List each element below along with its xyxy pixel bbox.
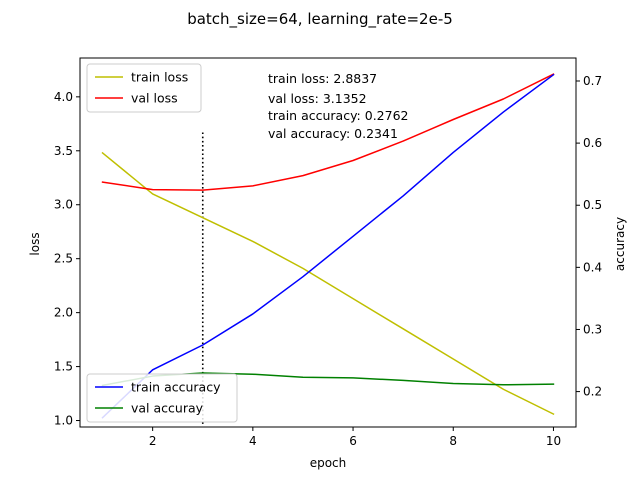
legend-accuracy: train accuracy val accuray <box>86 373 238 423</box>
y-right-tick-label: 0.7 <box>583 74 602 88</box>
series-line-train-loss <box>101 151 555 416</box>
y-right-tick-label: 0.2 <box>583 385 602 399</box>
y-right-tick-label: 0.5 <box>583 198 602 212</box>
y-left-tick-label: 3.0 <box>54 198 73 212</box>
metrics-annotation: train loss: 2.8837 val loss: 3.1352 trai… <box>268 71 408 141</box>
y-right-tick-label: 0.6 <box>583 136 602 150</box>
y-axis-right-label: accuracy <box>613 217 627 271</box>
plot-area: 2 4 6 8 10 1.0 1.5 2.0 2.5 3.0 3.5 4.0 0.2 0.3 0.4 0.5 0… <box>54 57 602 448</box>
y-right-tick-label: 0.3 <box>583 322 602 336</box>
series-line-val-loss <box>101 73 555 191</box>
legend-box <box>86 373 238 423</box>
annotation-line-val-loss: val loss: 3.1352 <box>268 91 367 106</box>
y-left-tick-label: 1.5 <box>54 360 73 374</box>
legend-label-val-loss: val loss <box>131 91 178 106</box>
x-tick-label: 4 <box>249 434 257 448</box>
y-left-tick-label: 2.0 <box>54 306 73 320</box>
annotation-line-train-accuracy: train accuracy: 0.2762 <box>268 108 408 123</box>
y-axis-left-label: loss <box>28 232 42 255</box>
legend-label-train-accuracy: train accuracy <box>131 380 221 395</box>
chart-title: batch_size=64, learning_rate=2e-5 <box>187 10 453 29</box>
y-left-tick-label: 1.0 <box>54 414 73 428</box>
y-right-tick-label: 0.4 <box>583 260 602 274</box>
legend-box <box>86 63 202 113</box>
legend-loss: train loss val loss <box>86 63 202 113</box>
series-line-train-accuracy <box>101 73 555 419</box>
annotation-line-val-accuracy: val accuracy: 0.2341 <box>268 126 398 141</box>
y-left-tick-label: 2.5 <box>54 252 73 266</box>
legend-label-val-accuray: val accuray <box>131 401 204 416</box>
x-axis-label: epoch <box>310 456 347 470</box>
legend-label-train-loss: train loss <box>131 70 188 85</box>
x-tick-label: 6 <box>349 434 357 448</box>
axes-frame <box>79 57 577 428</box>
x-tick-label: 10 <box>546 434 561 448</box>
x-tick-label: 8 <box>449 434 457 448</box>
y-left-tick-label: 3.5 <box>54 144 73 158</box>
x-tick-label: 2 <box>149 434 157 448</box>
annotation-line-train-loss: train loss: 2.8837 <box>268 71 377 86</box>
y-left-tick-label: 4.0 <box>54 90 73 104</box>
